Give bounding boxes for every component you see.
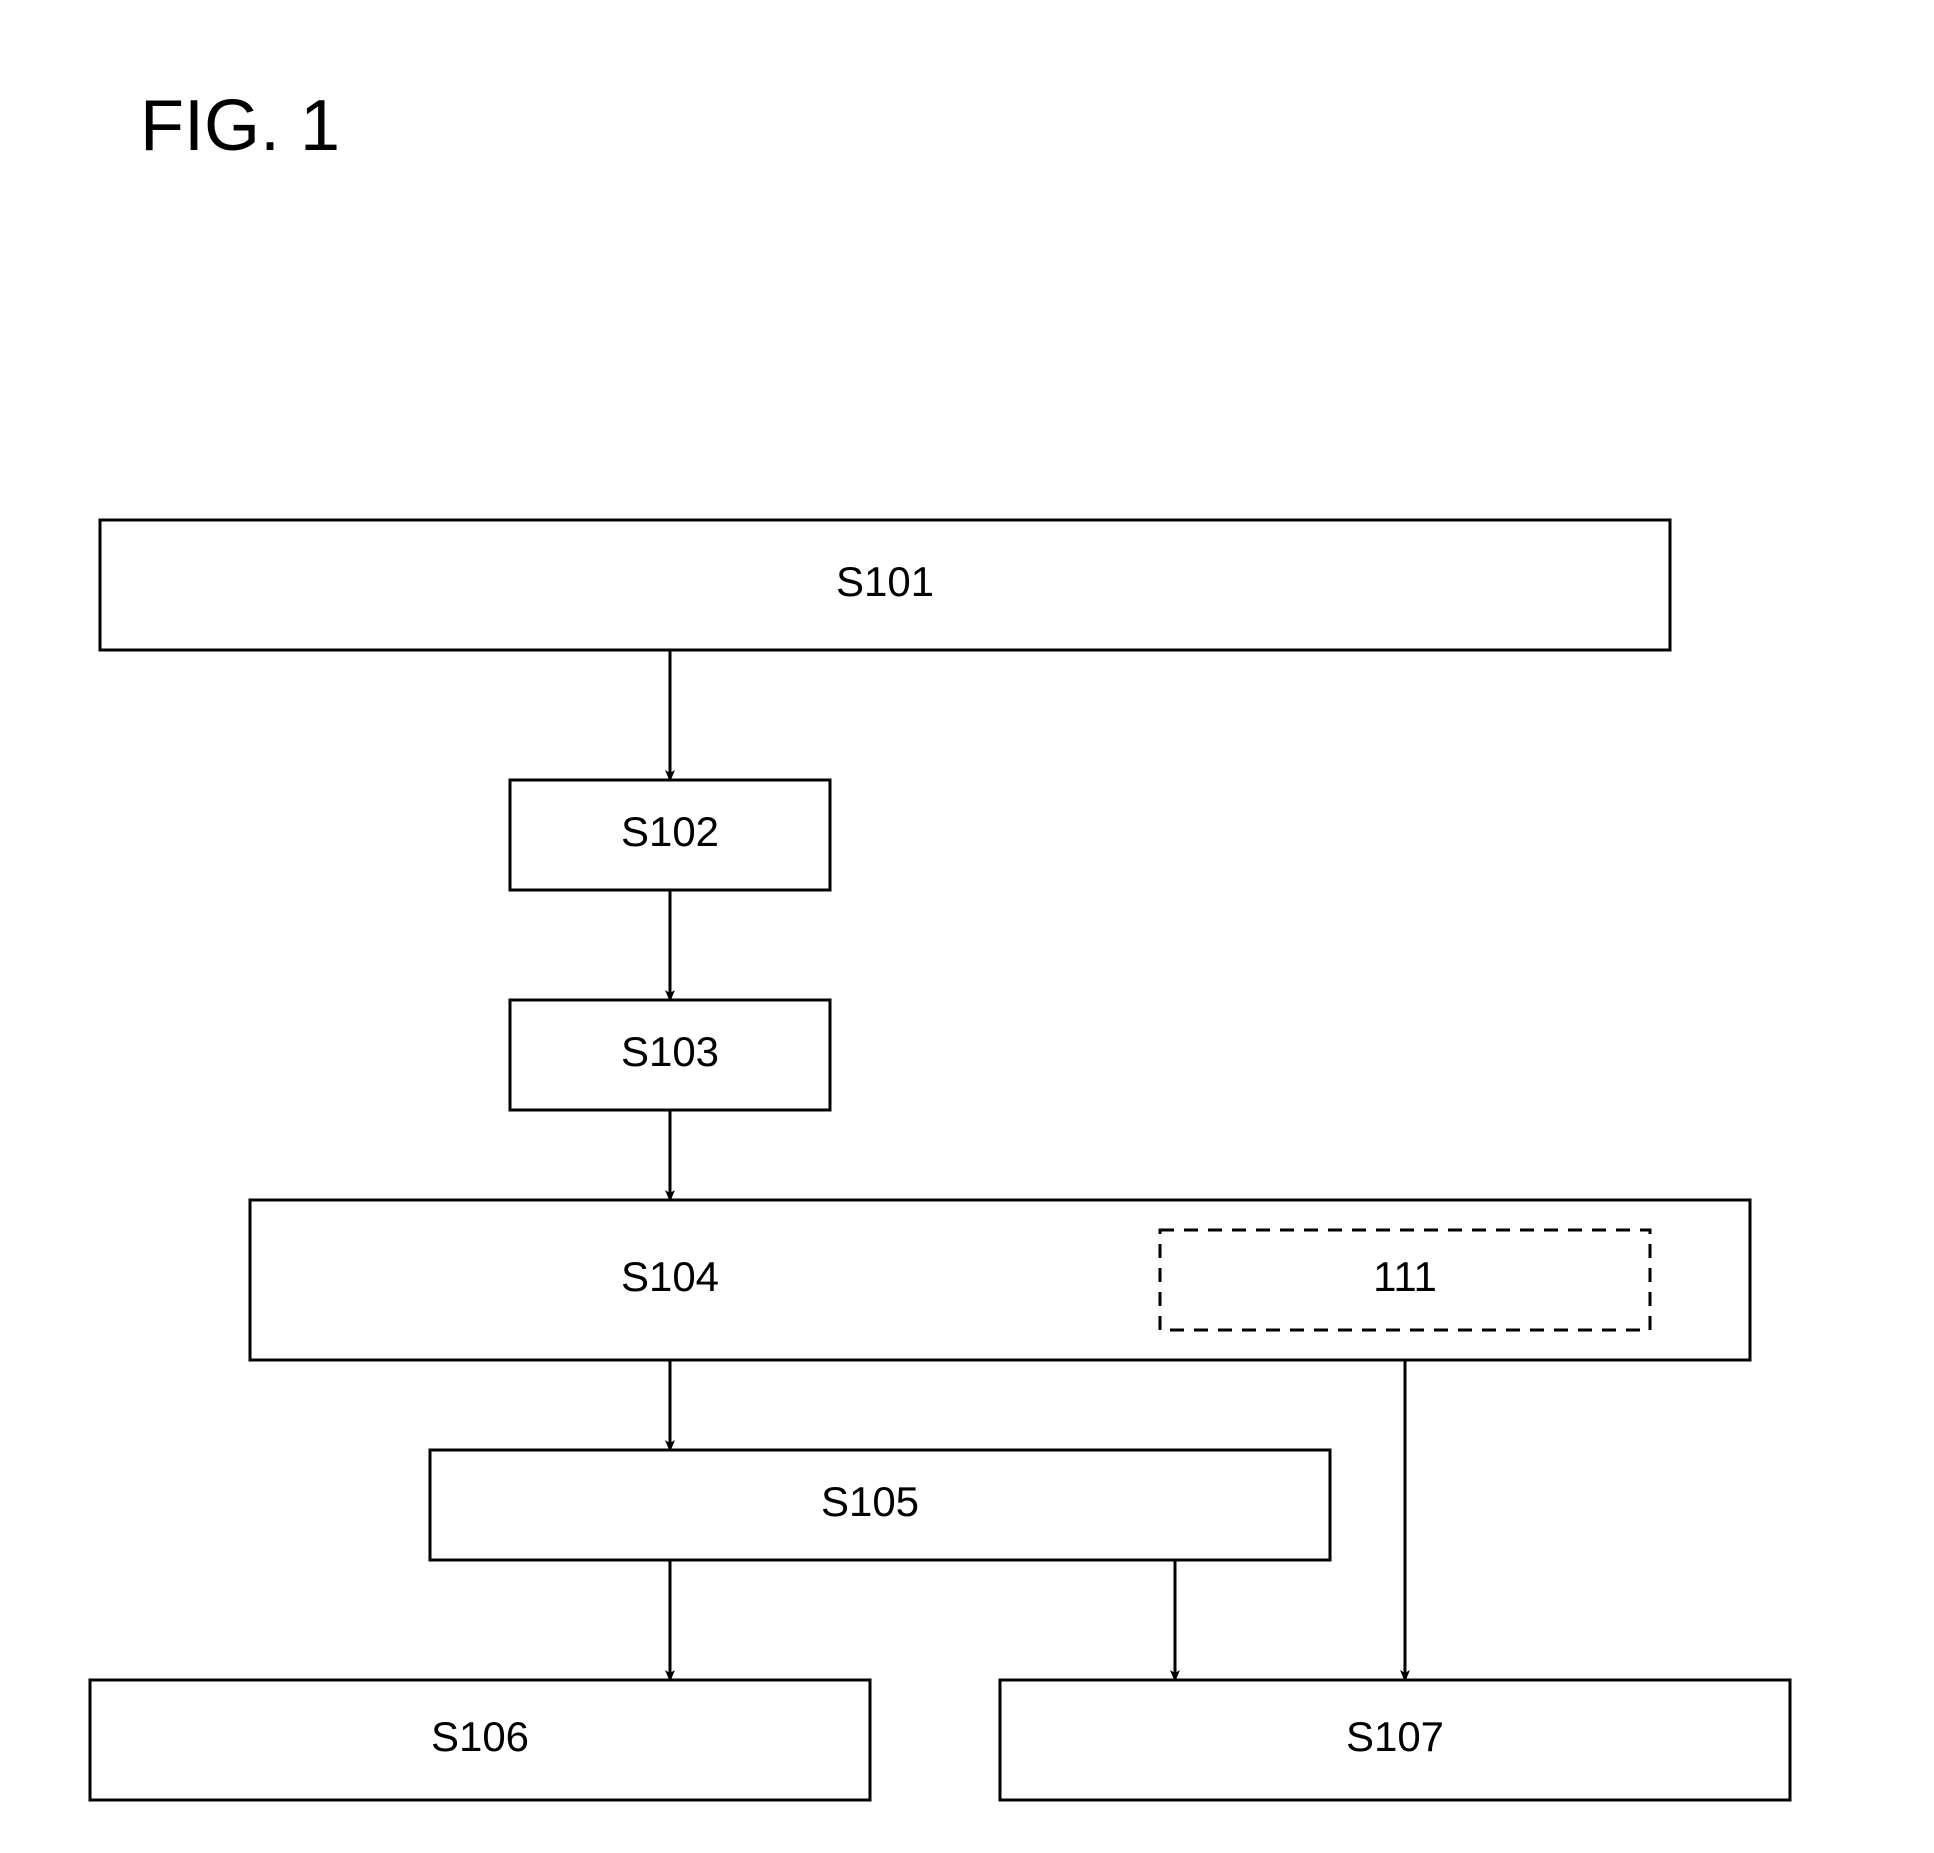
node-label-s105: S105: [821, 1478, 919, 1525]
nodes-group: S101 S102 S103 S104 111 S105 S106 S107: [90, 520, 1790, 1800]
node-label-s107: S107: [1346, 1713, 1444, 1760]
node-label-n111: 111: [1373, 1253, 1437, 1300]
node-label-s102: S102: [621, 808, 719, 855]
node-label-s104: S104: [621, 1253, 719, 1300]
node-label-s103: S103: [621, 1028, 719, 1075]
figure-title: FIG. 1: [140, 86, 340, 166]
node-label-s106: S106: [431, 1713, 529, 1760]
node-s104: [250, 1200, 1750, 1360]
node-label-s101: S101: [836, 558, 934, 605]
flowchart-diagram: FIG. 1 S101 S102 S103 S104 111 S105 S106 S107: [0, 0, 1934, 1853]
